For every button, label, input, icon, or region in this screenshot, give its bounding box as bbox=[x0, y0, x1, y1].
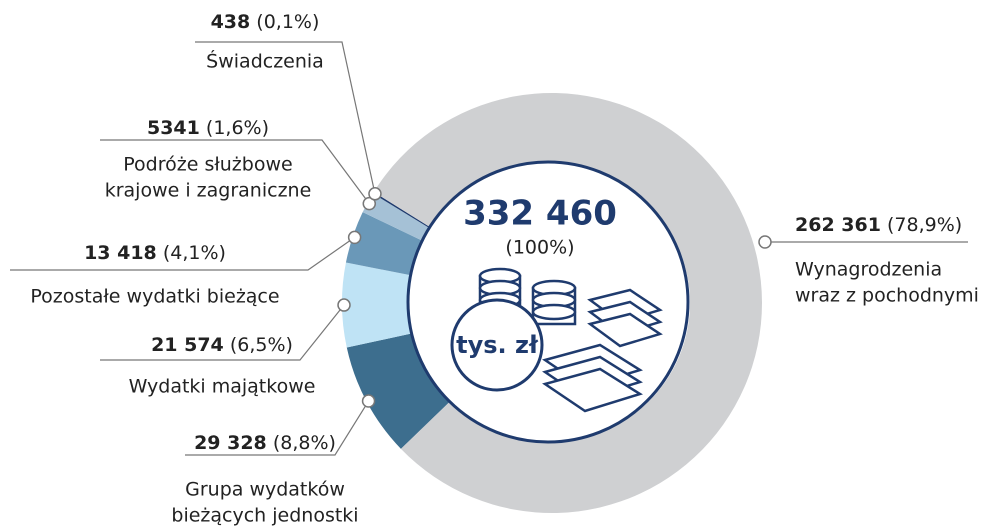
category-label: Świadczenia bbox=[206, 49, 324, 73]
value-label: 21 574 (6,5%) bbox=[151, 334, 293, 356]
money-icon bbox=[450, 267, 663, 413]
value-percent: (1,6%) bbox=[206, 117, 269, 139]
value-number: 21 574 bbox=[151, 334, 224, 356]
donut-segment bbox=[342, 262, 418, 348]
leader-line bbox=[10, 236, 355, 271]
value-label: 438 (0,1%) bbox=[211, 11, 320, 33]
leader-dot bbox=[758, 235, 772, 249]
unit-label: tys. zł bbox=[456, 331, 539, 359]
value-percent: (78,9%) bbox=[887, 214, 962, 236]
value-label: 29 328 (8,8%) bbox=[194, 432, 336, 454]
category-label: Wynagrodzenia bbox=[795, 259, 942, 281]
leader-dot bbox=[368, 187, 382, 201]
value-number: 13 418 bbox=[84, 242, 157, 264]
leader-line bbox=[195, 41, 376, 194]
category-label: krajowe i zagraniczne bbox=[105, 180, 312, 202]
value-number: 262 361 bbox=[795, 214, 881, 236]
donut-segment bbox=[373, 92, 762, 513]
donut-segment bbox=[362, 193, 435, 244]
donut-segment bbox=[345, 212, 428, 277]
category-label: Wydatki majątkowe bbox=[129, 376, 316, 398]
leader-line bbox=[100, 304, 345, 361]
value-label: 5341 (1,6%) bbox=[147, 117, 269, 139]
value-number: 5341 bbox=[147, 117, 200, 139]
value-percent: (4,1%) bbox=[163, 242, 226, 264]
value-label: 262 361 (78,9%) bbox=[795, 214, 962, 236]
leader-dot bbox=[361, 394, 376, 408]
value-number: 438 bbox=[211, 11, 251, 33]
value-number: 29 328 bbox=[194, 432, 267, 454]
category-label: Grupa wydatków bbox=[185, 479, 345, 501]
value-percent: (8,8%) bbox=[273, 432, 336, 454]
category-label: wraz z pochodnymi bbox=[795, 285, 979, 307]
leader-dot bbox=[362, 196, 377, 211]
leader-line bbox=[185, 400, 370, 456]
value-percent: (6,5%) bbox=[230, 334, 293, 356]
leader-dot bbox=[347, 230, 362, 245]
category-label: bieżących jednostki bbox=[171, 505, 358, 527]
value-percent: (0,1%) bbox=[256, 11, 319, 33]
donut-segment bbox=[372, 192, 435, 232]
value-label: 13 418 (4,1%) bbox=[84, 242, 226, 264]
leader-dot bbox=[337, 298, 351, 312]
total-value: 332 460 bbox=[463, 194, 617, 234]
total-percent: (100%) bbox=[505, 237, 574, 259]
leader-line bbox=[100, 139, 370, 204]
category-label: Pozostałe wydatki bieżące bbox=[30, 286, 279, 308]
category-label: Podróże służbowe bbox=[123, 154, 292, 176]
